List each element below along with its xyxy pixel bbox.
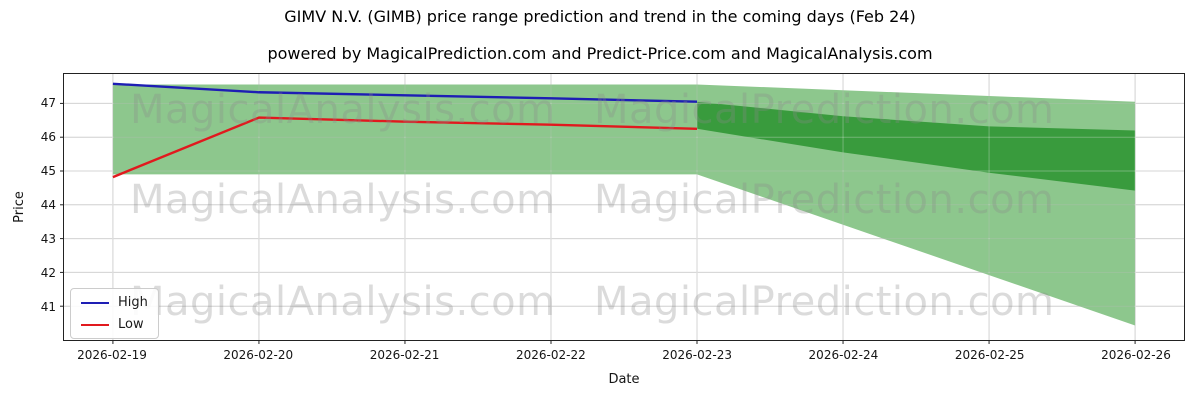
y-tick-label: 46 <box>40 129 56 144</box>
chart-subtitle: powered by MagicalPrediction.com and Pre… <box>267 44 933 63</box>
x-tick-label: 2026-02-20 <box>223 348 294 362</box>
y-tick-label: 43 <box>40 231 56 246</box>
legend-low-line-sample <box>81 323 109 326</box>
y-tick-label: 45 <box>40 163 56 178</box>
high-line <box>112 82 698 103</box>
y-tick-label: 44 <box>40 197 56 212</box>
x-tick-label: 2026-02-23 <box>662 348 733 362</box>
x-tick-label: 2026-02-24 <box>808 348 879 362</box>
legend-low-label: Low <box>118 317 144 332</box>
x-tick-label: 2026-02-21 <box>369 348 440 362</box>
legend-entry-low: Low <box>81 317 148 332</box>
x-tick-label: 2026-02-25 <box>954 348 1025 362</box>
chart-title: GIMV N.V. (GIMB) price range prediction … <box>284 7 916 26</box>
historical-range-band <box>112 84 698 175</box>
y-tick-label: 41 <box>40 299 56 314</box>
legend-entry-high: High <box>81 295 148 310</box>
x-tick-label: 2026-02-19 <box>77 348 147 362</box>
low-line <box>112 116 698 179</box>
x-tick-label: 2026-02-22 <box>515 348 586 362</box>
legend-high-line-sample <box>81 301 109 304</box>
x-tick-label: 2026-02-26 <box>1101 348 1171 362</box>
y-tick-label: 47 <box>40 95 56 110</box>
plot-area: MagicalAnalysis.com MagicalPrediction.co… <box>60 73 1185 344</box>
legend-high-label: High <box>118 295 148 310</box>
legend: High Low <box>70 288 159 339</box>
chart-canvas <box>60 74 1184 344</box>
x-axis-label: Date <box>608 372 640 387</box>
y-tick-label: 42 <box>40 265 56 280</box>
forecast-inner-range-band <box>697 101 1136 191</box>
